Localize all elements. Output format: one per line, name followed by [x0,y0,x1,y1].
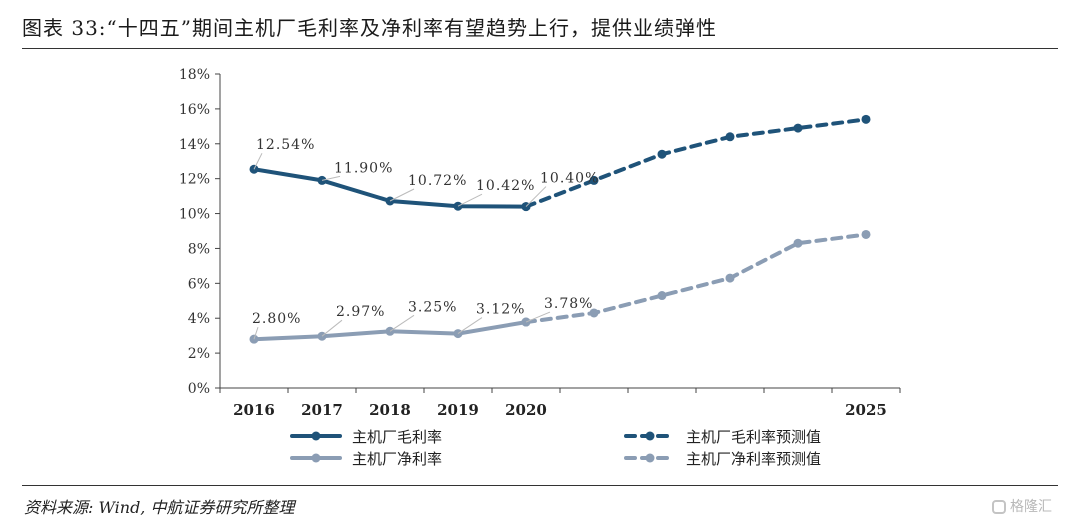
y-tick-label: 8% [188,241,210,257]
y-tick-label: 10% [179,207,210,223]
data-label: 3.25% [408,299,457,315]
top-rule [22,48,1058,49]
x-tick-label: 2017 [301,401,343,419]
y-tick-label: 16% [179,102,210,118]
line-chart: 0% 2% 4% 6% 8% 10% 12% 14% 16% 18% 2016 2017 2018 201… [179,67,901,468]
data-label: 3.78% [544,296,593,312]
bottom-rule [22,485,1058,486]
data-point-net [793,238,803,248]
y-tick-label: 2% [188,346,210,362]
data-label-leader [389,188,415,202]
figure-title: 图表 33:“十四五”期间主机厂毛利率及净利率有望趋势上行，提供业绩弹性 [22,16,717,40]
data-label: 3.12% [476,302,525,318]
legend-label: 主机厂毛利率 [352,428,442,446]
data-label: 12.54% [256,137,315,153]
series-line-net-dashed [524,232,868,325]
x-tick-label: 2018 [369,401,411,419]
y-tick-label: 6% [188,276,210,292]
data-point-net [725,273,735,283]
data-label: 11.90% [334,160,393,176]
legend-label: 主机厂净利率预测值 [686,450,821,468]
data-point-net [589,308,599,318]
watermark: 格隆汇 [992,496,1052,516]
data-point-net [657,291,667,301]
legend-label: 主机厂毛利率预测值 [686,428,821,446]
y-tick-label: 14% [179,137,210,153]
series-line-gross-dashed [524,117,868,209]
y-tick-label: 4% [188,311,210,327]
data-point-net [861,229,871,239]
data-label-leader [525,311,551,323]
data-label-leader [457,317,483,334]
data-point-gross [657,149,667,159]
watermark-text: 格隆汇 [1010,499,1052,515]
legend-marker-gross [311,431,321,441]
source-note: 资料来源: Wind, 中航证券研究所整理 [24,498,295,517]
x-tick-label: 2019 [437,401,479,419]
legend-marker-net [645,453,655,463]
y-tick-label: 0% [188,381,210,397]
data-label: 2.80% [252,311,301,327]
x-tick-label: 2016 [233,401,275,419]
watermark-logo-icon [992,500,1006,514]
data-label-leader [525,186,547,207]
data-label: 10.40% [540,171,599,187]
x-tick-label: 2025 [845,401,887,419]
legend-marker-gross [645,431,655,441]
data-label-leader [389,314,415,332]
legend-marker-net [311,453,321,463]
data-label-leader [457,193,483,207]
data-label-leader [253,326,259,340]
legend-label: 主机厂净利率 [352,450,442,468]
data-label-leader [321,319,343,337]
data-label-leader [321,175,341,181]
data-point-gross [725,132,735,142]
y-tick-label: 18% [179,67,210,83]
x-tick-label: 2020 [505,401,547,419]
data-label: 10.72% [408,173,467,189]
data-point-gross [861,114,871,124]
data-point-gross [589,175,599,185]
data-point-gross [793,123,803,133]
y-tick-label: 12% [179,172,210,188]
data-label-leader [253,153,263,170]
data-label: 2.97% [336,304,385,320]
data-label: 10.42% [476,178,535,194]
